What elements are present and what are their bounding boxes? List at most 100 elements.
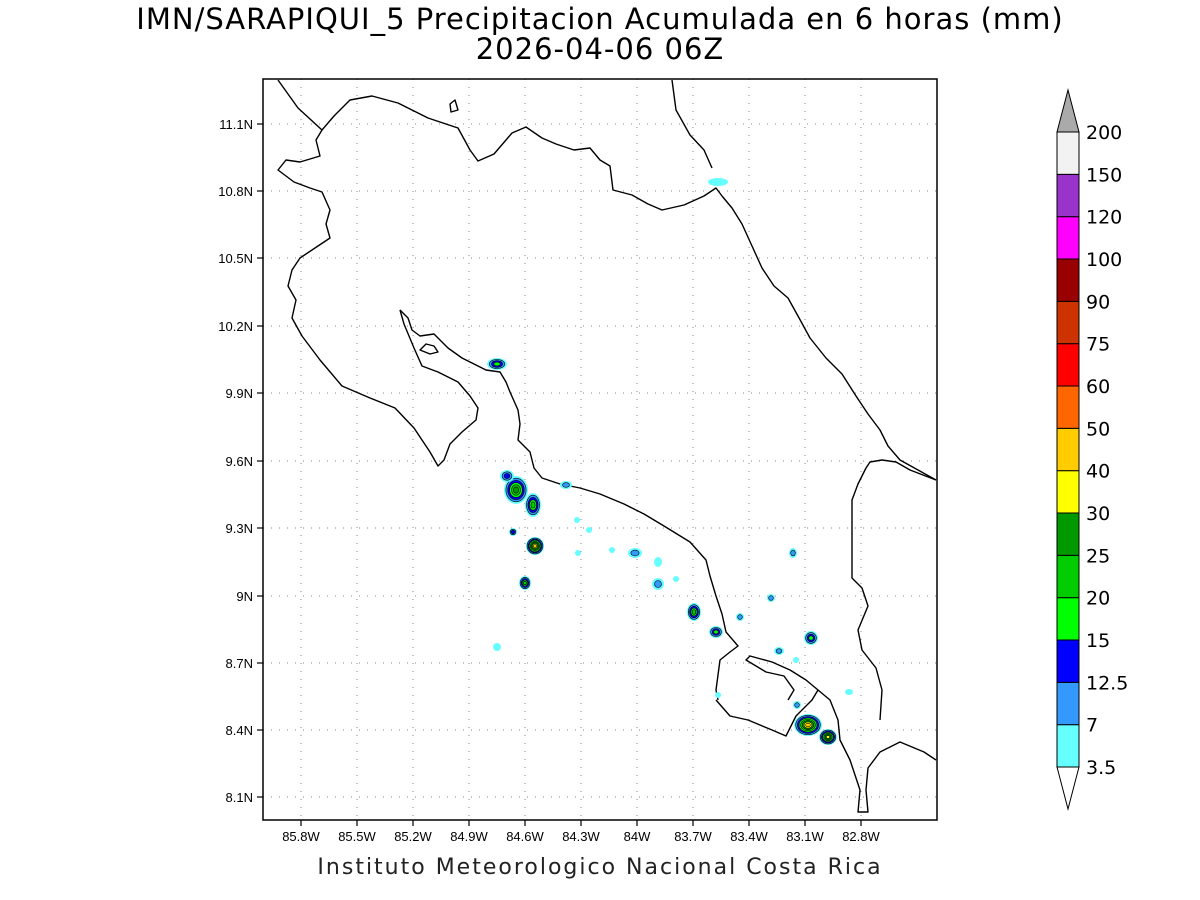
colorbar-label: 20 — [1086, 588, 1110, 610]
precip-contour — [654, 557, 662, 567]
colorbar-max-arrow — [1056, 88, 1080, 133]
precip-contour — [609, 547, 615, 553]
precipitation-cell — [509, 528, 517, 536]
precip-contour — [493, 643, 501, 651]
precipitation-cell — [575, 550, 581, 556]
colorbar-label: 75 — [1086, 334, 1110, 356]
lon-label: 83.7W — [674, 829, 712, 844]
precip-contour — [768, 595, 774, 601]
colorbar-label: 50 — [1086, 418, 1110, 440]
precipitation-cell — [789, 548, 797, 558]
precipitation-cell — [525, 493, 541, 517]
colorbar-swatch — [1056, 681, 1080, 726]
precip-contour — [691, 609, 697, 615]
precipitation-cell — [819, 729, 837, 745]
coastline — [277, 79, 937, 813]
precipitation-cell — [673, 576, 679, 582]
lon-label: 85.8W — [282, 829, 320, 844]
precip-contour — [808, 635, 814, 641]
lat-label: 10.5N — [218, 251, 253, 266]
lon-label: 84.3W — [562, 829, 600, 844]
precipitation-cell — [628, 548, 642, 558]
precipitation-cell — [687, 603, 701, 621]
precip-contour — [825, 735, 831, 739]
precipitation-cell — [654, 557, 662, 567]
precip-contour — [790, 549, 796, 557]
colorbar-label: 25 — [1086, 545, 1110, 567]
colorbar-swatch — [1056, 554, 1080, 599]
precipitation-cell — [519, 576, 531, 590]
colorbar-swatch — [1056, 300, 1080, 345]
precip-contour — [775, 648, 783, 654]
precip-contour — [574, 517, 580, 523]
precip-contour — [533, 544, 537, 548]
precip-contour — [793, 657, 799, 663]
precipitation-cell — [715, 692, 721, 698]
panama-border-upper — [851, 459, 937, 721]
lon-label: 85.5W — [338, 829, 376, 844]
colorbar-swatch — [1056, 639, 1080, 683]
precipitation-cell — [493, 643, 501, 651]
chira-island — [419, 343, 439, 355]
lon-label: 84W — [624, 829, 651, 844]
precipitation-cell — [804, 631, 818, 645]
precipitation-cell — [500, 470, 514, 482]
lat-label: 10.2N — [218, 319, 253, 334]
colorbar-label: 3.5 — [1086, 757, 1116, 779]
colorbar-swatch — [1056, 470, 1080, 514]
precipitation-cell — [793, 657, 799, 663]
precip-contour — [713, 629, 719, 635]
lon-label: 84.6W — [506, 829, 544, 844]
colorbar-label: 30 — [1086, 503, 1110, 525]
precipitation-cell — [526, 537, 544, 555]
colorbar-label: 120 — [1086, 207, 1122, 229]
precip-contour — [586, 527, 592, 533]
colorbar-swatch — [1056, 173, 1080, 218]
lat-label: 9.3N — [226, 521, 253, 536]
precipitation-cell — [793, 701, 801, 709]
lon-label: 82.8W — [842, 829, 880, 844]
precip-contour — [845, 689, 853, 695]
map-frame — [262, 78, 938, 821]
precipitation-cell — [504, 476, 528, 504]
precip-contour — [513, 486, 519, 494]
colorbar-swatch — [1056, 258, 1080, 302]
colorbar-swatch — [1056, 427, 1080, 472]
precipitation-cell — [794, 714, 822, 736]
colorbar-swatch — [1056, 385, 1080, 429]
colorbar-label: 150 — [1086, 164, 1122, 186]
colorbar-label: 60 — [1086, 376, 1110, 398]
colorbar-label: 12.5 — [1086, 672, 1128, 694]
precipitation-cell — [845, 689, 853, 695]
caribbean-coast — [721, 195, 937, 481]
colorbar-label: 200 — [1086, 122, 1122, 144]
gulf-of-nicoya-coast — [399, 309, 739, 701]
colorbar-label: 40 — [1086, 461, 1110, 483]
colorbar-swatch — [1056, 724, 1080, 768]
latitude-labels: 11.1N 10.8N 10.5N 10.2N 9.9N 9.6N 9.3N 9N 8.7N 8.… — [218, 117, 263, 805]
longitude-labels: 85.8W 85.5W 85.2W 84.9W 84.6W 84.3W 84W 83.7W 83… — [282, 820, 881, 844]
precip-contour — [575, 550, 581, 556]
lat-label: 9.9N — [226, 386, 253, 401]
colorbar-swatch — [1056, 131, 1080, 175]
precip-contour — [737, 614, 743, 620]
precipitation-cell — [560, 481, 572, 489]
colorbar-label: 15 — [1086, 630, 1110, 652]
lon-label: 83.1W — [786, 829, 824, 844]
precipitation-cell — [487, 358, 507, 370]
precip-contour — [493, 361, 501, 367]
colorbar-swatch — [1056, 343, 1080, 387]
lon-label: 85.2W — [394, 829, 432, 844]
precipitation-cell — [609, 547, 615, 553]
lake-shore-line — [671, 79, 713, 169]
precip-contour — [562, 482, 570, 488]
precip-contour — [673, 576, 679, 582]
map-title: IMN/SARAPIQUI_5 Precipitacion Acumulada … — [136, 2, 1064, 36]
precipitation-cell — [767, 594, 775, 602]
precip-contour — [708, 178, 728, 186]
map-gridlines — [263, 79, 937, 820]
colorbar-min-arrow — [1056, 766, 1080, 811]
small-island — [449, 99, 459, 113]
precipitation-cell — [708, 178, 728, 186]
